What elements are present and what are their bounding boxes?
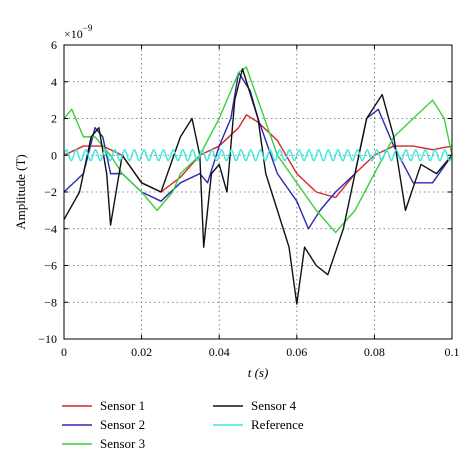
- series-line-sensor-3: [63, 66, 453, 234]
- y-tick-label: −4: [44, 222, 57, 236]
- y-tick-label: 6: [51, 38, 57, 52]
- x-tick-label: 0.08: [364, 345, 385, 359]
- y-tick-label: −2: [44, 185, 57, 199]
- series-line-sensor-2: [63, 71, 453, 230]
- y-multiplier-exp: −9: [83, 23, 93, 33]
- y-tick-label: −10: [38, 332, 57, 346]
- x-tick-label: 0.02: [131, 345, 152, 359]
- x-tick-label: 0.1: [445, 345, 460, 359]
- series-line-sensor-4: [63, 68, 453, 305]
- y-tick-label: −8: [44, 295, 57, 309]
- x-tick-label: 0.04: [209, 345, 230, 359]
- legend: Sensor 1 Sensor 2 Sensor 3 Sensor 4 Referenc…: [62, 398, 304, 451]
- grid: [64, 45, 452, 339]
- legend-label: Sensor 3: [100, 436, 145, 451]
- x-tick-label: 0.06: [286, 345, 307, 359]
- x-axis-label: t (s): [248, 365, 269, 380]
- series-layer: [63, 66, 453, 305]
- x-tick-label: 0: [61, 345, 67, 359]
- legend-label: Sensor 2: [100, 417, 145, 432]
- y-multiplier-label: ×10−9: [64, 23, 93, 41]
- y-tick-label: 0: [51, 148, 57, 162]
- y-tick-label: 4: [51, 75, 57, 89]
- y-axis-label: Amplitude (T): [13, 154, 28, 229]
- legend-label: Sensor 1: [100, 398, 145, 413]
- legend-label: Reference: [251, 417, 304, 432]
- ticks: 0 0.02 0.04 0.06 0.08 0.1 6 4 2 0 −2 −4 −6 −8 −10: [38, 38, 459, 359]
- y-multiplier-base: ×10: [64, 27, 83, 41]
- legend-label: Sensor 4: [251, 398, 297, 413]
- y-tick-label: 2: [51, 112, 57, 126]
- series-line-reference: [63, 149, 453, 162]
- y-tick-label: −6: [44, 259, 57, 273]
